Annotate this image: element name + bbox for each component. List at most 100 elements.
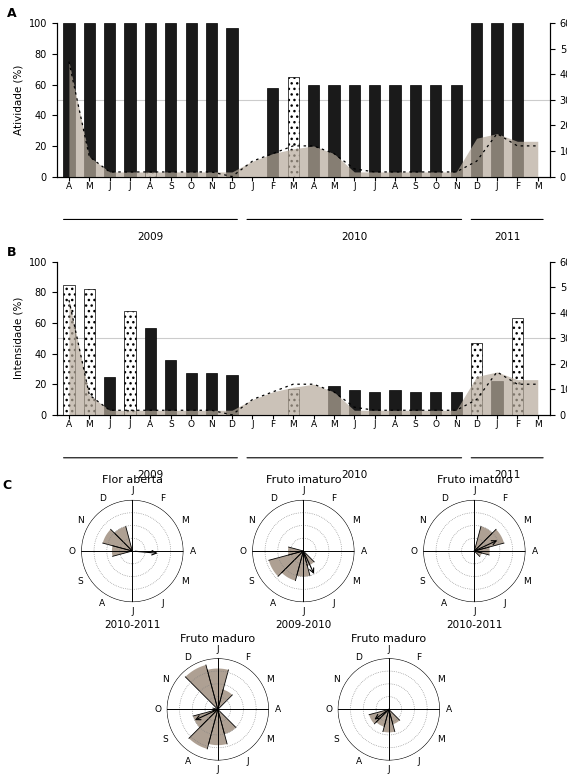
Text: J: J [418, 757, 420, 766]
Text: C: C [3, 479, 12, 492]
Bar [206, 373, 217, 415]
Bar [84, 409, 95, 415]
Text: A: A [189, 546, 196, 556]
Polygon shape [383, 709, 395, 733]
Text: 2009: 2009 [137, 470, 164, 480]
Bar [328, 386, 340, 415]
Bar [185, 373, 197, 415]
Text: D: D [270, 494, 277, 504]
Bar [267, 88, 278, 177]
Bar [390, 85, 401, 177]
Text: J: J [247, 757, 249, 766]
Bar [125, 373, 136, 415]
Text: D: D [356, 653, 362, 662]
Polygon shape [185, 665, 218, 709]
Bar [226, 28, 238, 177]
Text: J: J [217, 645, 219, 653]
Polygon shape [213, 708, 218, 711]
Bar [145, 23, 156, 177]
Polygon shape [209, 709, 227, 745]
Bar [185, 23, 197, 177]
Text: A: A [99, 599, 105, 608]
Polygon shape [297, 551, 310, 577]
Text: 2010: 2010 [341, 232, 367, 241]
Bar [287, 389, 299, 415]
Bar [308, 85, 319, 177]
Bar [328, 85, 340, 177]
Bar [165, 23, 176, 177]
Bar [84, 23, 95, 177]
Polygon shape [288, 547, 303, 555]
Bar [349, 85, 360, 177]
Text: A: A [356, 757, 362, 766]
Polygon shape [189, 709, 218, 749]
Bar [84, 289, 95, 415]
Bar [471, 343, 482, 415]
Bar [64, 285, 74, 415]
Bar [451, 85, 462, 177]
Text: F: F [416, 653, 421, 662]
Bar [451, 392, 462, 415]
Text: S: S [334, 735, 340, 744]
Bar [430, 392, 442, 415]
Bar [125, 310, 136, 415]
Polygon shape [218, 690, 232, 709]
Text: 2009: 2009 [137, 232, 164, 241]
Text: J: J [332, 599, 335, 608]
Bar [369, 85, 380, 177]
Bar [145, 327, 156, 415]
Text: S: S [77, 577, 83, 586]
Text: 2010-2011: 2010-2011 [446, 621, 502, 630]
Text: N: N [162, 675, 169, 684]
Polygon shape [475, 551, 482, 556]
Text: 2011: 2011 [494, 470, 521, 480]
Text: F: F [160, 494, 165, 504]
Bar [471, 23, 482, 177]
Text: O: O [69, 546, 75, 556]
Text: J: J [217, 765, 219, 774]
Text: 2010: 2010 [341, 470, 367, 480]
Text: N: N [77, 516, 83, 525]
Bar [410, 392, 421, 415]
Text: S: S [248, 577, 254, 586]
Text: 2011: 2011 [494, 232, 521, 241]
Polygon shape [303, 551, 314, 566]
Bar [410, 85, 421, 177]
Text: J: J [302, 487, 304, 495]
Polygon shape [193, 709, 218, 727]
Polygon shape [475, 529, 504, 551]
Text: A: A [7, 7, 17, 20]
Text: D: D [441, 494, 448, 504]
Polygon shape [369, 709, 389, 724]
Polygon shape [376, 709, 389, 726]
Text: O: O [154, 705, 161, 714]
Bar [64, 23, 74, 177]
Bar [512, 318, 523, 415]
Text: D: D [184, 653, 191, 662]
Text: J: J [473, 607, 476, 616]
Text: M: M [523, 577, 531, 586]
Text: 2010-2011: 2010-2011 [104, 621, 160, 630]
Polygon shape [208, 669, 229, 709]
Text: J: J [131, 607, 134, 616]
Polygon shape [112, 546, 132, 556]
Bar [104, 23, 115, 177]
Title: Fruto imaturo: Fruto imaturo [265, 475, 341, 485]
Polygon shape [103, 529, 132, 551]
Polygon shape [115, 526, 132, 551]
Polygon shape [475, 547, 490, 555]
Text: N: N [419, 516, 425, 525]
Text: 2009-2010: 2009-2010 [275, 621, 332, 630]
Bar [206, 23, 217, 177]
Text: M: M [181, 516, 188, 525]
Text: D: D [99, 494, 105, 504]
Text: F: F [246, 653, 251, 662]
Text: J: J [473, 487, 476, 495]
Bar [145, 172, 156, 177]
Text: O: O [411, 546, 417, 556]
Text: J: J [387, 765, 390, 774]
Bar [492, 381, 502, 415]
Text: M: M [437, 735, 445, 744]
Text: J: J [387, 645, 390, 653]
Polygon shape [218, 709, 236, 734]
